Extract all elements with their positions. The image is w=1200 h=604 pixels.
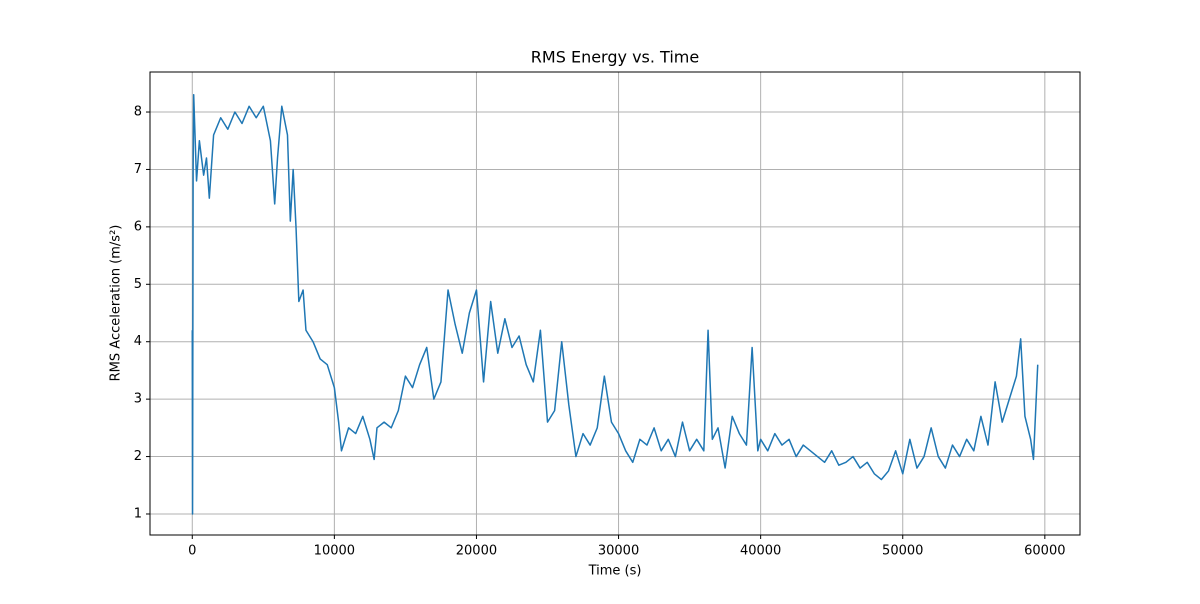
y-tick-label: 7 — [134, 162, 142, 177]
x-tick-label: 50000 — [882, 544, 923, 559]
y-tick-label: 6 — [134, 219, 142, 234]
x-tick-label: 60000 — [1024, 544, 1065, 559]
plot-frame — [149, 71, 1081, 536]
line — [191, 94, 1039, 515]
y-tick-label: 4 — [134, 334, 142, 349]
x-tick-label: 0 — [188, 544, 196, 559]
y-axis-label: RMS Acceleration (m/s²) — [109, 225, 124, 382]
y-tick-label: 1 — [134, 506, 142, 521]
y-tick-label: 8 — [134, 105, 142, 120]
y-tick-label: 5 — [134, 277, 142, 292]
x-tick-label: 10000 — [314, 544, 355, 559]
x-axis-label: Time (s) — [588, 564, 642, 579]
y-tick-label: 3 — [134, 392, 142, 407]
x-tick-label: 20000 — [456, 544, 497, 559]
y-tick-label: 2 — [134, 449, 142, 464]
x-tick-label: 40000 — [740, 544, 781, 559]
chart-title: RMS Energy vs. Time — [531, 48, 699, 67]
x-tick-label: 30000 — [598, 544, 639, 559]
